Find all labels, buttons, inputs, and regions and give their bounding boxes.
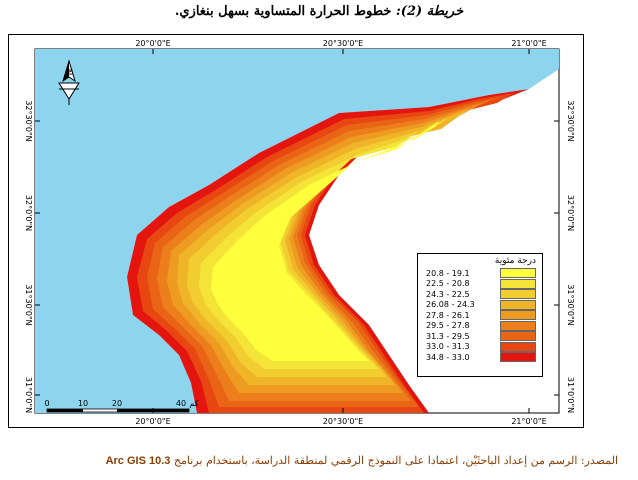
legend-label: 29.5 - 27.8 <box>426 321 470 330</box>
legend-swatch <box>500 310 536 320</box>
lon-label-bottom-1: 20°0'0"E <box>135 417 170 426</box>
north-arrow-icon: N <box>58 59 80 105</box>
lat-label-left-2: 32°0'0"N <box>24 195 33 231</box>
zone-20-8 <box>211 121 439 361</box>
north-arrow-label: N <box>63 69 73 76</box>
legend-swatch <box>500 331 536 341</box>
legend-label: 31.3 - 29.5 <box>426 331 470 341</box>
lon-label-top-1: 20°0'0"E <box>135 39 170 48</box>
scale-unit: كم <box>189 399 198 408</box>
legend-row: 33.0 - 31.3 <box>418 341 542 352</box>
legend-label: 33.0 - 31.3 <box>426 342 470 351</box>
legend-label: 20.8 - 19.1 <box>426 268 470 278</box>
scale-tick-10: 10 <box>78 399 88 408</box>
lat-label-left-4: 31°0'0"N <box>24 377 33 413</box>
lat-label-right-4: 31°0'0"N <box>566 377 575 413</box>
legend-row: 20.8 - 19.1 <box>418 268 542 278</box>
scale-tick-40: 40 <box>176 399 186 408</box>
map-canvas: 20°0'0"E 20°30'0"E 21°0'0"E 20°0'0"E 20°… <box>24 39 575 426</box>
sea-area <box>35 49 559 413</box>
lon-label-bottom-3: 21°0'0"E <box>511 417 546 426</box>
legend-swatch <box>500 320 536 331</box>
source-text: المصدر: الرسم من إعداد الباحثَيْن، اعتما… <box>173 454 618 467</box>
source-tool: Arc GIS 10.3 <box>105 455 171 467</box>
lon-label-top-3: 21°0'0"E <box>511 39 546 48</box>
map-frame: 20°0'0"E 20°30'0"E 21°0'0"E 20°0'0"E 20°… <box>8 34 584 428</box>
legend-row: 24.3 - 22.5 <box>418 289 542 299</box>
legend-swatch <box>500 268 536 278</box>
legend-title: درجة مئوية <box>494 256 536 266</box>
lat-label-right-3: 31°30'0"N <box>566 284 575 325</box>
legend-row: 29.5 - 27.8 <box>418 320 542 331</box>
map-title-text: خطوط الحرارة المتساوية بسهل بنغازي. <box>174 4 392 19</box>
legend-swatch <box>500 352 536 362</box>
legend-rows: 20.8 - 19.1 22.5 - 20.8 24.3 - 22.5 26.08 -… <box>418 268 542 362</box>
legend-label: 27.8 - 26.1 <box>426 310 470 320</box>
scale-tick-20: 20 <box>112 399 122 408</box>
lon-label-bottom-2: 20°30'0"E <box>323 417 363 426</box>
legend-swatch <box>500 289 536 299</box>
map-title-lead: خريطة (2): <box>396 4 464 19</box>
scale-bar: 0 10 20 40 كم <box>44 399 199 413</box>
legend-row: 31.3 - 29.5 <box>418 331 542 341</box>
legend-label: 24.3 - 22.5 <box>426 289 470 299</box>
legend-swatch <box>500 299 536 310</box>
legend-label: 34.8 - 33.0 <box>426 352 470 362</box>
legend-row: 26.08 - 24.3 <box>418 299 542 310</box>
scale-tick-0: 0 <box>44 399 49 408</box>
legend: درجة مئوية 20.8 - 19.1 22.5 - 20.8 24.3 - … <box>417 253 543 377</box>
lon-label-top-2: 20°30'0"E <box>323 39 363 48</box>
lat-label-left-3: 31°30'0"N <box>24 284 33 325</box>
legend-row: 22.5 - 20.8 <box>418 278 542 289</box>
legend-swatch <box>500 341 536 352</box>
lat-label-left-1: 32°30'0"N <box>24 100 33 141</box>
legend-label: 22.5 - 20.8 <box>426 279 470 288</box>
legend-row: 34.8 - 33.0 <box>418 352 542 362</box>
source-note: المصدر: الرسم من إعداد الباحثَيْن، اعتما… <box>106 454 618 467</box>
legend-label: 26.08 - 24.3 <box>426 300 475 309</box>
lat-label-right-1: 32°30'0"N <box>566 100 575 141</box>
legend-row: 27.8 - 26.1 <box>418 310 542 320</box>
legend-swatch <box>500 278 536 289</box>
lat-label-right-2: 32°0'0"N <box>566 195 575 231</box>
map-title: خريطة (2): خطوط الحرارة المتساوية بسهل ب… <box>0 4 638 19</box>
